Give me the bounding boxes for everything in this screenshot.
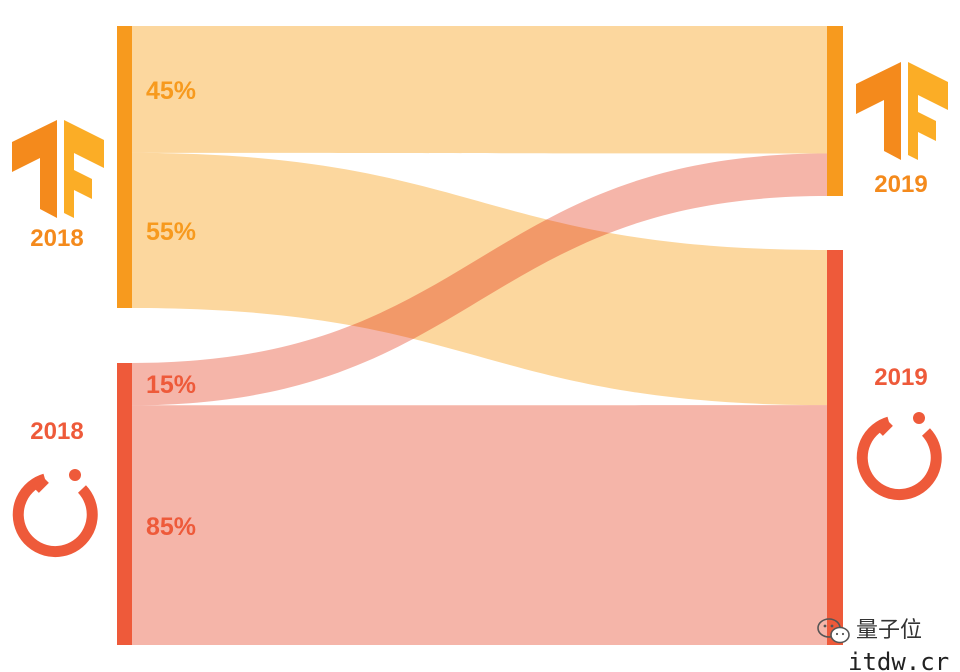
tensorflow-logo <box>856 62 948 160</box>
node-bar-tf-2018 <box>117 26 132 308</box>
flow-tf2018-to-tf2019 <box>132 26 827 154</box>
year-label-pt-2018: 2018 <box>30 418 83 445</box>
watermark-brand: 量子位 <box>856 618 922 643</box>
watermark-url: itdw.cr <box>848 648 949 672</box>
flow-bands <box>132 26 827 645</box>
flow-label-tf-tf: 45% <box>146 77 196 105</box>
node-bar-pt-2018 <box>117 363 132 645</box>
wechat-icon <box>817 618 850 644</box>
flow-labels: 45% 55% 15% 85% <box>146 77 196 541</box>
watermark: 量子位 itdw.cr <box>817 618 949 672</box>
flow-label-pt-pt: 85% <box>146 513 196 541</box>
year-label-tf-2018: 2018 <box>30 225 83 252</box>
node-bar-pt-2019 <box>827 250 843 645</box>
pytorch-logo <box>856 412 942 501</box>
flow-label-tf-pt: 55% <box>146 218 196 246</box>
pytorch-logo <box>12 469 98 558</box>
flow-pt2018-to-pt2019 <box>132 405 827 645</box>
flow-label-pt-tf: 15% <box>146 371 196 399</box>
tensorflow-logo <box>12 120 104 218</box>
node-bars <box>117 26 843 645</box>
node-bar-tf-2019 <box>827 26 843 196</box>
flow-pt2018-to-tf2019 <box>132 153 827 406</box>
year-label-tf-2019: 2019 <box>874 171 927 198</box>
year-label-pt-2019: 2019 <box>874 364 927 391</box>
